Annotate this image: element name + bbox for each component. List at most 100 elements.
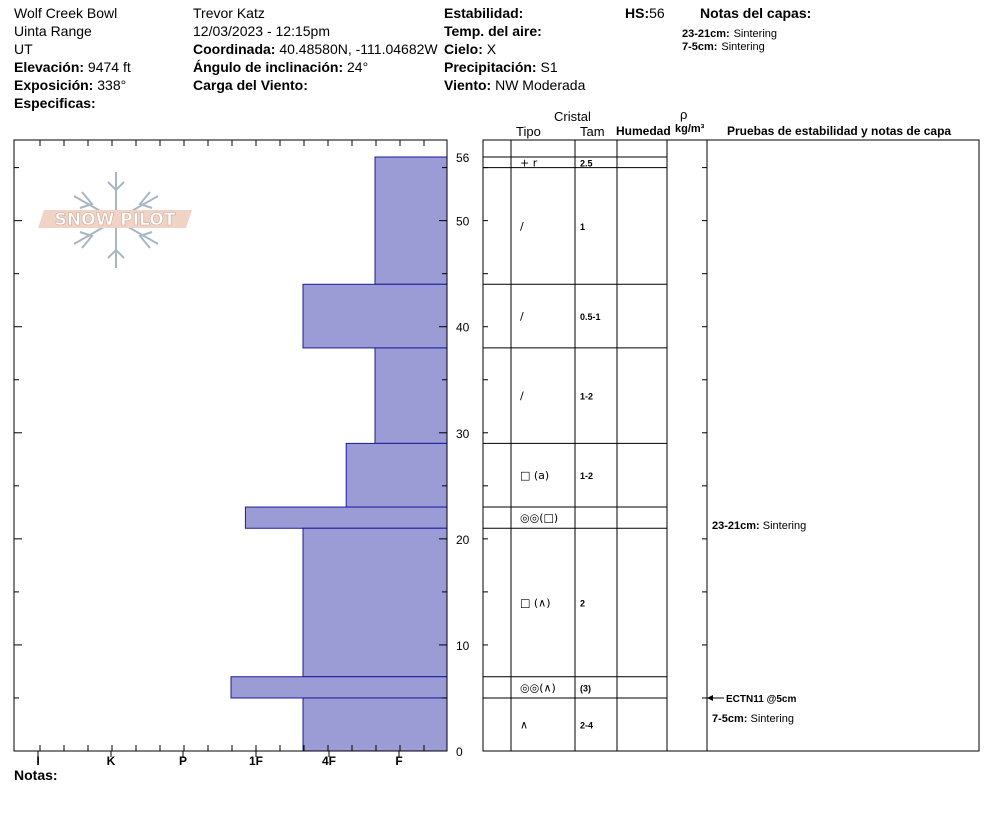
layer-annotation-text-0: Sintering [763,520,806,532]
specifics-label: Especificas: [14,95,96,111]
y-tick-label-30: 30 [456,427,470,441]
aspect-label: Exposición: [14,77,94,93]
precip-label: Precipitación: [444,59,537,75]
hardness-bar-7 [302,697,448,752]
layer-annotation-range-2: 7-5cm: [712,713,751,725]
x-tick-label-K: K [107,754,116,768]
layer-note-1-range: 23-21cm: [682,28,730,40]
wind-label: Viento: [444,77,492,93]
wind: Viento: NW Moderada [444,77,585,93]
coordinates-label: Coordinada: [193,41,276,57]
crystal-type-0: + r [520,156,538,169]
crystal-size-4: 1-2 [580,471,593,481]
crystal-size-2: 0.5-1 [580,312,601,322]
x-tick-label-F: F [395,754,402,768]
crystal-type-6: □ (∧) [520,597,551,610]
crystal-type-4: □ (a) [520,469,549,482]
wind-value: NW Moderada [495,77,586,93]
y-tick-label-10: 10 [456,639,470,653]
test-arrow-head [707,694,713,701]
crystal-type-2: / [520,310,524,323]
x-tick-label-I: I [36,754,39,768]
location-name: Wolf Creek Bowl [14,5,118,21]
range-name: Uinta Range [14,23,92,39]
crystal-type-7: ◎◎(∧) [520,681,556,694]
crystal-size-3: 1-2 [580,392,593,402]
layer-annotation-2: 7-5cm: Sintering [712,713,794,725]
crystal-size-7: (3) [580,683,591,693]
type-header: Tipo [516,124,541,139]
elevation: Elevación: 9474 ft [14,59,131,75]
rho-header: ρ [680,107,688,122]
layer-note-1: 23-21cm: Sintering [682,24,777,41]
crystal-type-8: ∧ [520,718,528,731]
slope-angle-label: Ángulo de inclinación: [193,59,344,75]
elevation-value: 9474 ft [87,59,131,75]
hardness-bar-4 [244,506,448,529]
crystal-header: Cristal [554,109,591,124]
layer-note-2: 7-5cm: Sintering [682,37,765,54]
tests-notes-header: Pruebas de estabilidad y notas de capa [727,124,952,138]
logo-banner [38,210,192,228]
x-tick-label-P: P [179,754,187,768]
sky-value: X [486,41,497,57]
hs-label: HS: [625,5,650,21]
observer-name: Trevor Katz [193,5,265,21]
crystal-type-1: / [520,220,524,233]
layer-note-2-range: 7-5cm: [682,41,718,53]
coordinates: Coordinada: 40.48580N, -111.04682W [193,41,438,57]
x-tick-label-4F: 4F [322,754,336,768]
sky-label: Cielo: [444,41,483,57]
slope-angle: Ángulo de inclinación: 24° [193,59,368,75]
hardness-bar-0 [374,156,448,285]
stability-test-label: ECTN11 @5cm [726,694,796,705]
layer-note-2-text: Sintering [721,41,765,53]
hs-value: 56 [649,5,665,21]
layer-annotation-0: 23-21cm: Sintering [712,520,806,532]
aspect: Exposición: 338° [14,77,126,93]
crystal-type-3: / [520,390,524,403]
hardness-bar-1 [302,283,448,349]
crystal-size-8: 2-4 [580,720,593,730]
hardness-bar-5 [302,527,448,678]
state-name: UT [14,41,33,57]
density-unit-header: kg/m³ [675,123,705,135]
coordinates-value: 40.48580N, -111.04682W [279,41,438,57]
layer-annotation-text-2: Sintering [751,713,794,725]
sky: Cielo: X [444,41,496,57]
wind-load-label: Carga del Viento: [193,77,308,93]
stability-label: Estabilidad: [444,5,524,21]
y-tick-label-50: 50 [456,215,470,229]
slope-angle-value: 24° [347,59,369,75]
logo-text: SNOW PILOT [55,210,176,230]
air-temp-label: Temp. del aire: [444,23,542,39]
observation-datetime: 12/03/2023 - 12:15pm [193,23,330,39]
elevation-label: Elevación: [14,59,85,75]
size-header: Tam [580,124,605,139]
layer-annotation-range-0: 23-21cm: [712,520,763,532]
hardness-bar-2 [374,347,448,444]
hardness-bar-3 [345,442,448,508]
profile-frame [13,139,448,752]
y-tick-label-20: 20 [456,533,470,547]
precipitation: Precipitación: S1 [444,59,558,75]
snowpilot-logo: SNOW PILOT [38,172,192,268]
notes-label: Notas: [14,767,58,783]
moisture-header: Humedad [616,124,671,138]
y-tick-label-56: 56 [456,151,470,165]
crystal-type-5: ◎◎(□) [520,512,558,525]
precip-value: S1 [540,59,558,75]
crystal-table-frame [482,139,980,752]
crystal-size-1: 1 [580,222,585,232]
snow-height: HS:56 [625,5,665,21]
hardness-bar-6 [230,676,448,699]
y-tick-label-0: 0 [456,745,463,759]
layer-notes-label: Notas del capas: [700,5,812,21]
crystal-size-6: 2 [580,599,585,609]
x-tick-label-1F: 1F [249,754,263,768]
aspect-value: 338° [97,77,127,93]
y-tick-label-40: 40 [456,321,470,335]
crystal-size-0: 2.5 [580,158,593,168]
layer-note-1-text: Sintering [733,28,778,40]
